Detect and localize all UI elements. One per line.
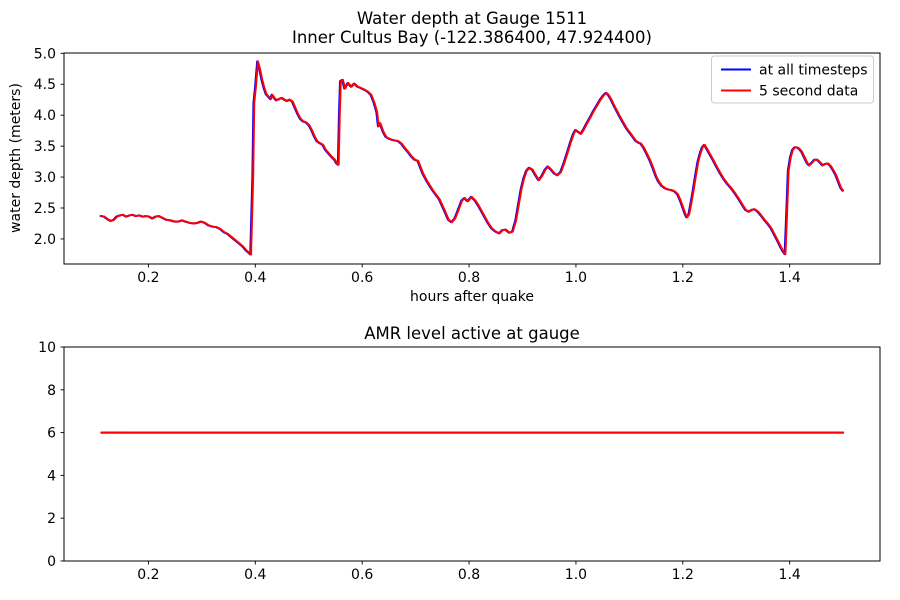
x-tick-label: 0.2: [137, 270, 159, 286]
x-tick-label: 1.2: [672, 567, 694, 583]
bottom-axes-frame: [63, 346, 881, 562]
legend-label-at-all-timesteps: at all timesteps: [759, 63, 868, 79]
x-tick-label: 0.6: [351, 567, 373, 583]
x-tick-label: 0.6: [351, 270, 373, 286]
y-tick-label: 3.5: [34, 139, 56, 155]
top-chart: Water depth at Gauge 1511 Inner Cultus B…: [8, 9, 881, 305]
y-tick-label: 4: [47, 468, 56, 484]
bottom-axes-ticks: 0.2 0.4 0.6 0.8 1.0 1.2 1.4 0 2 4 6 8 10: [38, 340, 801, 583]
x-tick-label: 0.8: [458, 567, 480, 583]
y-tick-label: 10: [38, 340, 56, 356]
y-tick-label: 4.0: [34, 108, 56, 124]
y-tick-label: 0: [47, 554, 56, 570]
top-chart-plot-area: [99, 60, 845, 256]
bottom-chart: AMR level active at gauge 0.2 0.4 0.6 0.8 1.…: [38, 324, 881, 583]
legend-frame: [711, 55, 874, 104]
x-tick-label: 1.4: [779, 270, 801, 286]
bottom-chart-title: AMR level active at gauge: [364, 324, 580, 343]
x-tick-label: 1.0: [565, 270, 587, 286]
top-chart-title: Water depth at Gauge 1511: [357, 9, 587, 28]
legend-label-5-second-data: 5 second data: [759, 84, 858, 100]
x-tick-label: 0.4: [244, 270, 266, 286]
x-tick-label: 0.2: [137, 567, 159, 583]
x-tick-label: 1.4: [779, 567, 801, 583]
y-tick-label: 5.0: [34, 46, 56, 62]
x-tick-label: 0.4: [244, 567, 266, 583]
line-5-second-data: [100, 60, 845, 256]
y-tick-label: 3.0: [34, 170, 56, 186]
y-tick-label: 2.5: [34, 201, 56, 217]
y-tick-label: 8: [47, 383, 56, 399]
top-axes-frame: [63, 52, 881, 265]
top-axes-ticks: 0.2 0.4 0.6 0.8 1.0 1.2 1.4 2.0 2.5 3.0 3.5 4.0 4.5 5…: [34, 46, 801, 286]
y-tick-label: 4.5: [34, 77, 56, 93]
x-tick-label: 1.0: [565, 567, 587, 583]
x-tick-label: 0.8: [458, 270, 480, 286]
top-y-axis-label: water depth (meters): [8, 83, 24, 233]
legend: at all timesteps 5 second data: [711, 55, 874, 104]
top-chart-subtitle: Inner Cultus Bay (-122.386400, 47.924400…: [292, 28, 652, 47]
y-tick-label: 2: [47, 511, 56, 527]
y-tick-label: 6: [47, 426, 56, 442]
x-tick-label: 1.2: [672, 270, 694, 286]
y-tick-label: 2.0: [34, 232, 56, 248]
top-x-axis-label: hours after quake: [410, 289, 534, 305]
